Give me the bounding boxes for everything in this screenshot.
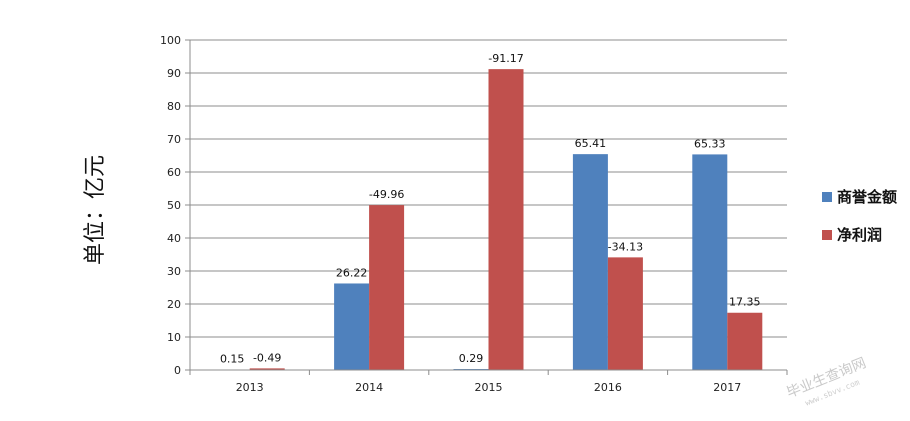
data-label: -34.13	[608, 240, 643, 253]
x-axis-ticks: 2013 2014 2015 2016 2017	[189, 370, 788, 394]
data-label: -49.96	[369, 188, 404, 201]
data-label: 65.33	[694, 137, 726, 150]
y-tick-label: 50	[167, 199, 181, 212]
data-labels: 0.15 -0.49 26.22 -49.96 0.29 -91.17 65.41 -34.1…	[220, 52, 761, 365]
legend-swatch	[822, 230, 832, 240]
x-tick-label: 2016	[594, 381, 622, 394]
y-axis-ticks: 0 10 20 30 40 50 60 70 80 90 100	[160, 34, 190, 377]
bar-net-profit	[249, 368, 285, 370]
bars	[214, 69, 763, 371]
x-tick-label: 2014	[355, 381, 383, 394]
x-tick-label: 2015	[475, 381, 503, 394]
y-tick-label: 100	[160, 34, 181, 47]
y-tick-label: 10	[167, 331, 181, 344]
legend-label: 净利润	[837, 226, 882, 244]
bar-net-profit	[488, 69, 524, 370]
data-label: 26.22	[336, 266, 368, 279]
y-tick-label: 30	[167, 265, 181, 278]
bar-goodwill	[334, 283, 370, 370]
bar-net-profit	[727, 312, 763, 370]
bar-goodwill	[692, 154, 728, 370]
data-label: 17.35	[729, 296, 761, 309]
bar-net-profit	[607, 257, 643, 370]
y-tick-label: 60	[167, 166, 181, 179]
y-tick-label: 70	[167, 133, 181, 146]
y-axis-label: 单位：亿元	[83, 155, 108, 265]
data-label: 0.15	[220, 353, 245, 366]
x-tick-label: 2017	[713, 381, 741, 394]
data-label: 65.41	[575, 137, 607, 150]
legend-swatch	[822, 192, 832, 202]
data-label: 0.29	[459, 352, 484, 365]
y-tick-label: 0	[174, 364, 181, 377]
y-tick-label: 20	[167, 298, 181, 311]
y-tick-label: 90	[167, 67, 181, 80]
watermark: 毕业生查询网 www.sbvv.com	[785, 355, 869, 408]
bar-goodwill	[572, 154, 608, 370]
bar-net-profit	[369, 205, 405, 370]
legend-label: 商誉金额	[837, 188, 897, 206]
y-tick-label: 80	[167, 100, 181, 113]
data-label: -0.49	[253, 351, 281, 364]
x-tick-label: 2013	[236, 381, 264, 394]
y-tick-label: 40	[167, 232, 181, 245]
data-label: -91.17	[488, 52, 523, 65]
